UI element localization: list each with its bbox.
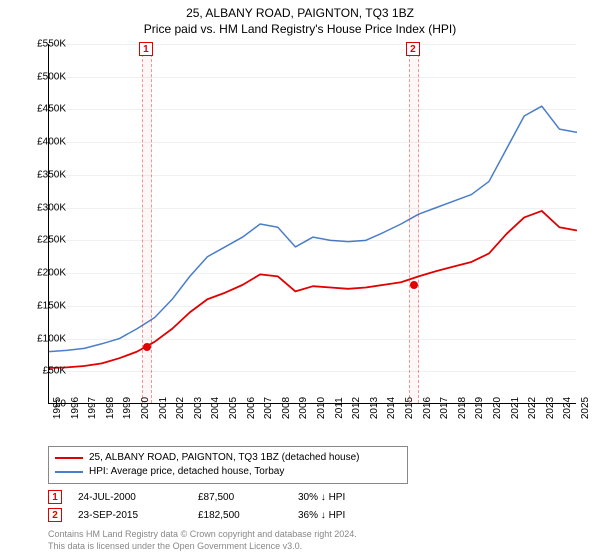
- x-axis-label: 2012: [351, 397, 362, 419]
- legend-item: HPI: Average price, detached house, Torb…: [55, 465, 401, 479]
- legend-label: 25, ALBANY ROAD, PAIGNTON, TQ3 1BZ (deta…: [89, 451, 360, 465]
- y-axis-label: £150K: [26, 300, 66, 311]
- marker-badge-icon: 2: [48, 508, 62, 522]
- title-block: 25, ALBANY ROAD, PAIGNTON, TQ3 1BZ Price…: [0, 0, 600, 36]
- x-axis-label: 2006: [246, 397, 257, 419]
- gridline: [49, 371, 576, 372]
- x-axis-label: 2004: [210, 397, 221, 419]
- x-axis-label: 1999: [122, 397, 133, 419]
- legend-box: 25, ALBANY ROAD, PAIGNTON, TQ3 1BZ (deta…: [48, 446, 408, 484]
- gridline: [49, 175, 576, 176]
- x-axis-label: 2008: [281, 397, 292, 419]
- sales-row: 1 24-JUL-2000 £87,500 30% ↓ HPI: [48, 488, 418, 506]
- x-axis-label: 1998: [105, 397, 116, 419]
- sale-date: 24-JUL-2000: [78, 492, 198, 503]
- x-axis-label: 2015: [404, 397, 415, 419]
- sale-marker-dot: [143, 343, 151, 351]
- x-axis-label: 2000: [140, 397, 151, 419]
- sale-price: £182,500: [198, 510, 298, 521]
- gridline: [49, 44, 576, 45]
- gridline: [49, 77, 576, 78]
- chart-container: 25, ALBANY ROAD, PAIGNTON, TQ3 1BZ Price…: [0, 0, 600, 560]
- y-axis-label: £350K: [26, 169, 66, 180]
- series-line-property: [49, 211, 577, 368]
- x-axis-label: 2001: [158, 397, 169, 419]
- x-axis-label: 2025: [580, 397, 591, 419]
- legend-swatch: [55, 471, 83, 473]
- y-axis-label: £450K: [26, 104, 66, 115]
- marker-badge-icon: 1: [48, 490, 62, 504]
- y-axis-label: £100K: [26, 333, 66, 344]
- sale-hpi-diff: 36% ↓ HPI: [298, 510, 418, 521]
- x-axis-label: 2003: [193, 397, 204, 419]
- marker-badge-icon: 1: [139, 42, 153, 56]
- gridline: [49, 306, 576, 307]
- copyright-text: Contains HM Land Registry data © Crown c…: [48, 528, 357, 552]
- x-axis-label: 2020: [492, 397, 503, 419]
- x-axis-label: 2013: [369, 397, 380, 419]
- sale-marker-band: [409, 44, 420, 403]
- x-axis-label: 1997: [87, 397, 98, 419]
- x-axis-label: 2011: [334, 397, 345, 419]
- x-axis-label: 2016: [422, 397, 433, 419]
- gridline: [49, 208, 576, 209]
- x-axis-label: 2017: [439, 397, 450, 419]
- x-axis-label: 2009: [298, 397, 309, 419]
- chart-lines-svg: [49, 44, 576, 403]
- chart-title: 25, ALBANY ROAD, PAIGNTON, TQ3 1BZ: [0, 6, 600, 20]
- x-axis-label: 2007: [263, 397, 274, 419]
- gridline: [49, 142, 576, 143]
- sales-row: 2 23-SEP-2015 £182,500 36% ↓ HPI: [48, 506, 418, 524]
- y-axis-label: £500K: [26, 71, 66, 82]
- x-axis-label: 2010: [316, 397, 327, 419]
- gridline: [49, 273, 576, 274]
- gridline: [49, 240, 576, 241]
- sale-marker-dot: [410, 281, 418, 289]
- x-axis-label: 2014: [386, 397, 397, 419]
- legend-item: 25, ALBANY ROAD, PAIGNTON, TQ3 1BZ (deta…: [55, 451, 401, 465]
- y-axis-label: £550K: [26, 39, 66, 50]
- gridline: [49, 109, 576, 110]
- marker-badge-icon: 2: [406, 42, 420, 56]
- sale-date: 23-SEP-2015: [78, 510, 198, 521]
- y-axis-label: £400K: [26, 137, 66, 148]
- y-axis-label: £250K: [26, 235, 66, 246]
- sale-hpi-diff: 30% ↓ HPI: [298, 492, 418, 503]
- copyright-line: Contains HM Land Registry data © Crown c…: [48, 528, 357, 540]
- x-axis-label: 2023: [545, 397, 556, 419]
- x-axis-label: 2019: [474, 397, 485, 419]
- x-axis-label: 2002: [175, 397, 186, 419]
- x-axis-label: 1995: [52, 397, 63, 419]
- copyright-line: This data is licensed under the Open Gov…: [48, 540, 357, 552]
- sale-price: £87,500: [198, 492, 298, 503]
- x-axis-label: 2022: [527, 397, 538, 419]
- x-axis-label: 2018: [457, 397, 468, 419]
- x-axis-label: 2024: [562, 397, 573, 419]
- legend-swatch: [55, 457, 83, 459]
- y-axis-label: £50K: [26, 366, 66, 377]
- x-axis-label: 2005: [228, 397, 239, 419]
- x-axis-label: 2021: [510, 397, 521, 419]
- gridline: [49, 339, 576, 340]
- sales-table: 1 24-JUL-2000 £87,500 30% ↓ HPI 2 23-SEP…: [48, 488, 418, 524]
- y-axis-label: £300K: [26, 202, 66, 213]
- x-axis-label: 1996: [70, 397, 81, 419]
- legend-label: HPI: Average price, detached house, Torb…: [89, 465, 284, 479]
- y-axis-label: £200K: [26, 268, 66, 279]
- chart-plot-area: [48, 44, 576, 404]
- chart-subtitle: Price paid vs. HM Land Registry's House …: [0, 22, 600, 36]
